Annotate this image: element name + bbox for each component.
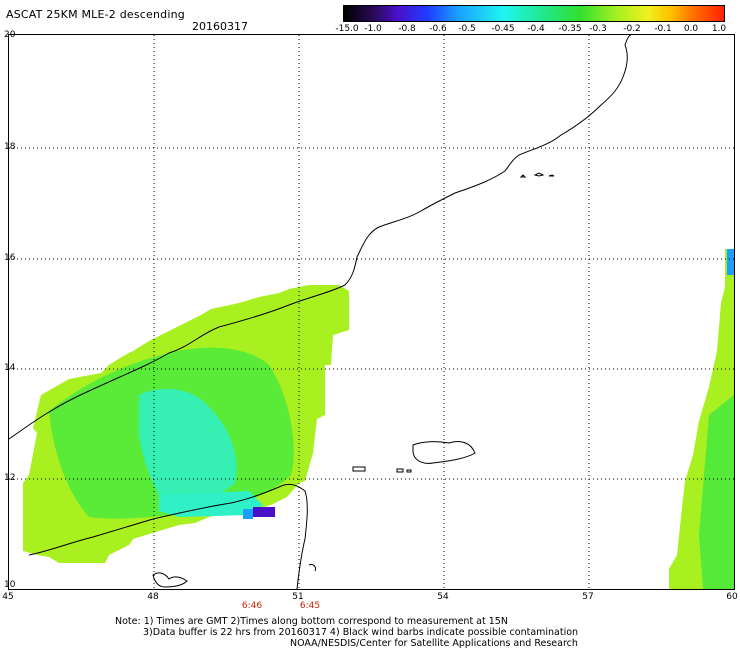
colorbar-tick: -0.4 <box>527 24 545 34</box>
lat-label: 18 <box>4 142 16 152</box>
lon-label: 60 <box>726 592 738 602</box>
colorbar-tick: -0.3 <box>589 24 607 34</box>
map-panel <box>8 34 735 590</box>
map-canvas <box>8 34 734 590</box>
lon-label: 54 <box>437 592 449 602</box>
colorbar-tick: -1.0 <box>364 24 382 34</box>
swath-blue-cell <box>243 509 253 519</box>
colorbar-tick: -0.8 <box>398 24 416 34</box>
lon-label: 51 <box>292 592 304 602</box>
lat-label: 12 <box>4 473 16 483</box>
colorbar-tick: -0.35 <box>558 24 582 34</box>
swath-east-blue <box>727 249 734 275</box>
swath-east-green <box>699 395 734 589</box>
lat-label: 16 <box>4 253 16 263</box>
map-date: 20160317 <box>192 20 248 33</box>
time-label: 6:46 <box>241 601 263 611</box>
colorbar-tick: -0.1 <box>654 24 672 34</box>
swath-purple-cell <box>253 507 275 517</box>
colorbar-tick: -0.5 <box>458 24 476 34</box>
colorbar-tick: -0.2 <box>623 24 641 34</box>
lat-label: 14 <box>4 363 16 373</box>
colorbar-tick: -0.6 <box>429 24 447 34</box>
color-scale-bar <box>343 5 725 22</box>
swath-west-cyan2 <box>159 491 263 517</box>
coastline <box>8 34 632 590</box>
colorbar-tick: -0.45 <box>491 24 515 34</box>
lon-label: 57 <box>582 592 594 602</box>
map-title: ASCAT 25KM MLE-2 descending <box>6 8 185 21</box>
colorbar-tick: 0.0 <box>683 24 699 34</box>
footnote-line: 3)Data buffer is 22 hrs from 20160317 4)… <box>143 627 579 638</box>
graticule <box>9 35 734 589</box>
credit-line: NOAA/NESDIS/Center for Satellite Applica… <box>290 638 578 649</box>
time-label: 6:45 <box>299 601 321 611</box>
lon-label: 45 <box>2 592 14 602</box>
colorbar-tick: 1.0 <box>711 24 727 34</box>
lat-label: 20 <box>4 30 16 40</box>
lon-label: 48 <box>147 592 159 602</box>
lat-label: 10 <box>4 580 16 590</box>
swath-west-cyan <box>139 388 237 511</box>
footnote-line: Note: 1) Times are GMT 2)Times along bot… <box>115 616 508 627</box>
colorbar-tick: -15.0 <box>335 24 359 34</box>
